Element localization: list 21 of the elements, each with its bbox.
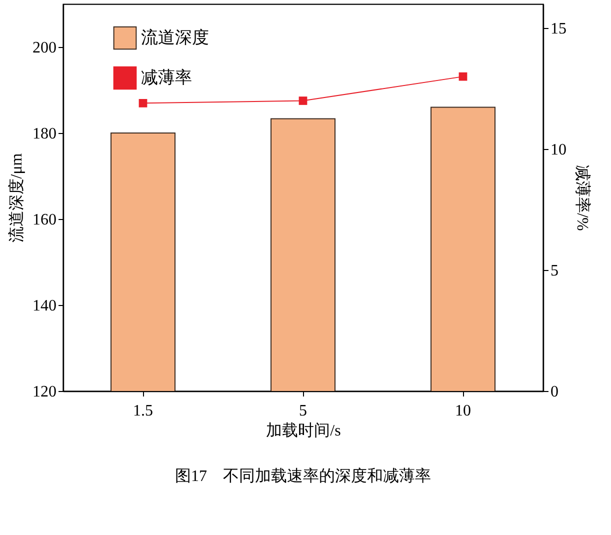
y-tick-label: 200 — [32, 40, 56, 56]
y2-tick-label: 15 — [550, 20, 566, 38]
y-tick-label: 120 — [32, 384, 56, 400]
point — [298, 96, 308, 105]
y-axis-title: 流道深度/μm — [8, 152, 26, 243]
point — [458, 72, 468, 81]
x-tick-label: 5 — [299, 402, 307, 420]
y-tick-label: 180 — [32, 126, 56, 142]
y2-axis-title: 减薄率/% — [574, 165, 592, 231]
x-tick-label: 1.5 — [133, 402, 153, 420]
x-tick-label: 10 — [455, 402, 471, 420]
caption: 图17 不同加载速率的深度和减薄率 — [175, 467, 431, 485]
y-tick-label: 140 — [32, 298, 56, 314]
y2-tick-label: 5 — [550, 262, 558, 280]
point — [138, 98, 148, 108]
y-tick-label: 160 — [32, 212, 56, 228]
legend-label: 流道深度 — [141, 28, 209, 47]
x-axis-title: 加载时间/s — [266, 422, 341, 440]
y2-tick-label: 0 — [550, 384, 558, 400]
y2-tick-label: 10 — [550, 142, 566, 159]
legend-label: 减薄率 — [141, 68, 192, 87]
